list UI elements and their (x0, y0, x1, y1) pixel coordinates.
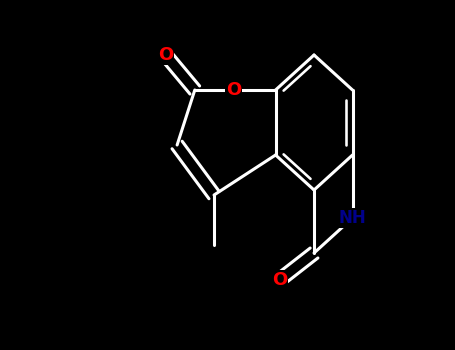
Text: O: O (272, 271, 287, 289)
Text: O: O (226, 81, 241, 99)
Text: NH: NH (339, 209, 366, 227)
Text: O: O (158, 46, 173, 64)
